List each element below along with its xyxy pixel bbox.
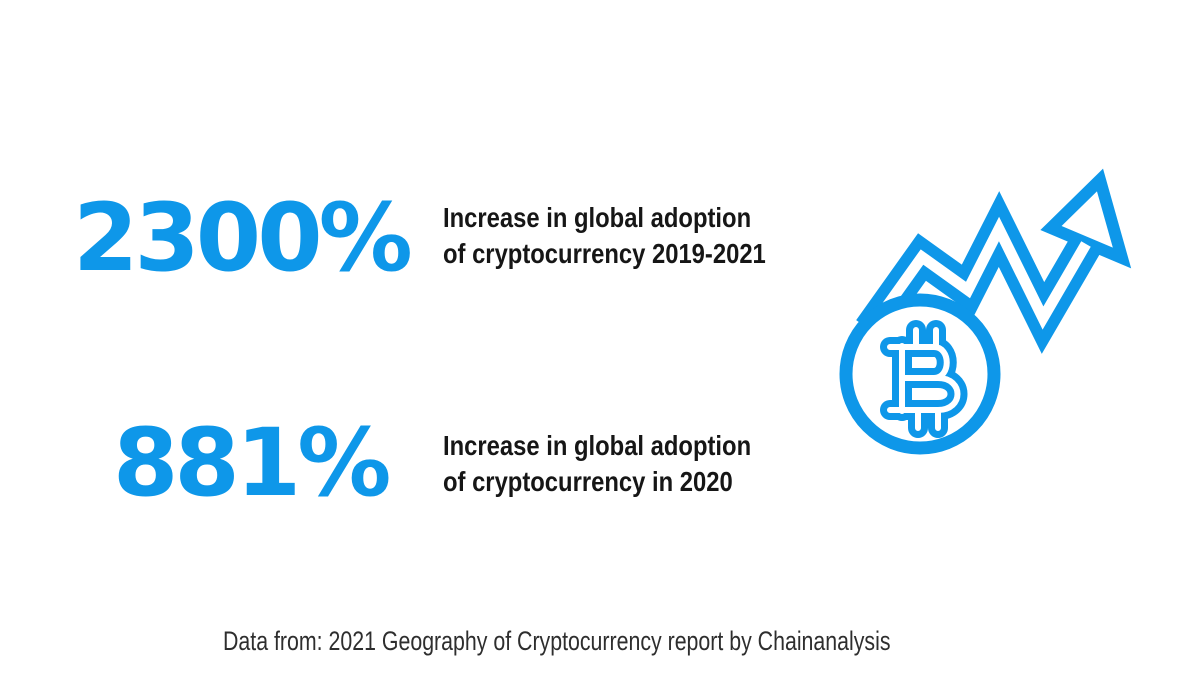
stat-description-2020: Increase in global adoption of cryptocur… [443, 428, 751, 500]
stat-description-line-2: of cryptocurrency in 2020 [443, 466, 733, 497]
trend-arrowhead [1040, 168, 1132, 269]
bitcoin-trend-up-icon [839, 168, 1132, 455]
data-source-text: Data from: 2021 Geography of Cryptocurre… [223, 626, 891, 656]
stat-description-2019-2021: Increase in global adoption of cryptocur… [443, 200, 766, 272]
trend-arrow-shaft-core [865, 216, 1091, 334]
bitcoin-b-glyph-inner-outline [887, 327, 961, 431]
stat-description-line-2: of cryptocurrency 2019-2021 [443, 238, 766, 269]
stat-value-2020: 881% [113, 409, 391, 518]
stat-description-line-1: Increase in global adoption [443, 430, 752, 461]
stat-value-2019-2021: 2300% [73, 184, 413, 293]
stat-description-line-1: Increase in global adoption [443, 202, 752, 233]
